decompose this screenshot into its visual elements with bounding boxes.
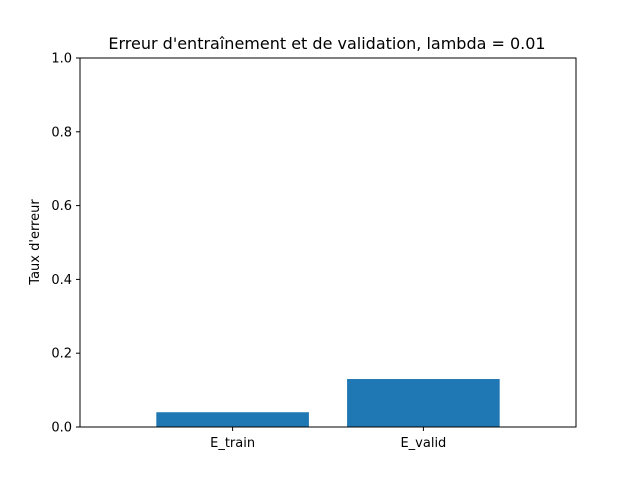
- y-tick-label: 0.2: [51, 347, 72, 362]
- y-axis: 0.0 0.2 0.4 0.6 0.8 1.0: [51, 52, 80, 436]
- x-axis: E_train E_valid: [210, 427, 446, 451]
- y-tick-label: 0.4: [51, 273, 72, 288]
- chart-title: Erreur d'entraînement et de validation, …: [108, 34, 545, 53]
- y-axis-label: Taux d'erreur: [28, 199, 43, 286]
- y-tick-label: 0.8: [51, 125, 72, 140]
- bar-e-train: [156, 412, 309, 427]
- x-tick-label: E_valid: [400, 436, 446, 451]
- bar-e-valid: [347, 379, 500, 427]
- y-tick-label: 0.6: [51, 199, 72, 214]
- bars-group: [156, 379, 500, 427]
- x-tick-label: E_train: [210, 436, 255, 451]
- y-tick-label: 1.0: [51, 52, 72, 67]
- y-tick-label: 0.0: [51, 421, 72, 436]
- plot-frame: [79, 57, 577, 428]
